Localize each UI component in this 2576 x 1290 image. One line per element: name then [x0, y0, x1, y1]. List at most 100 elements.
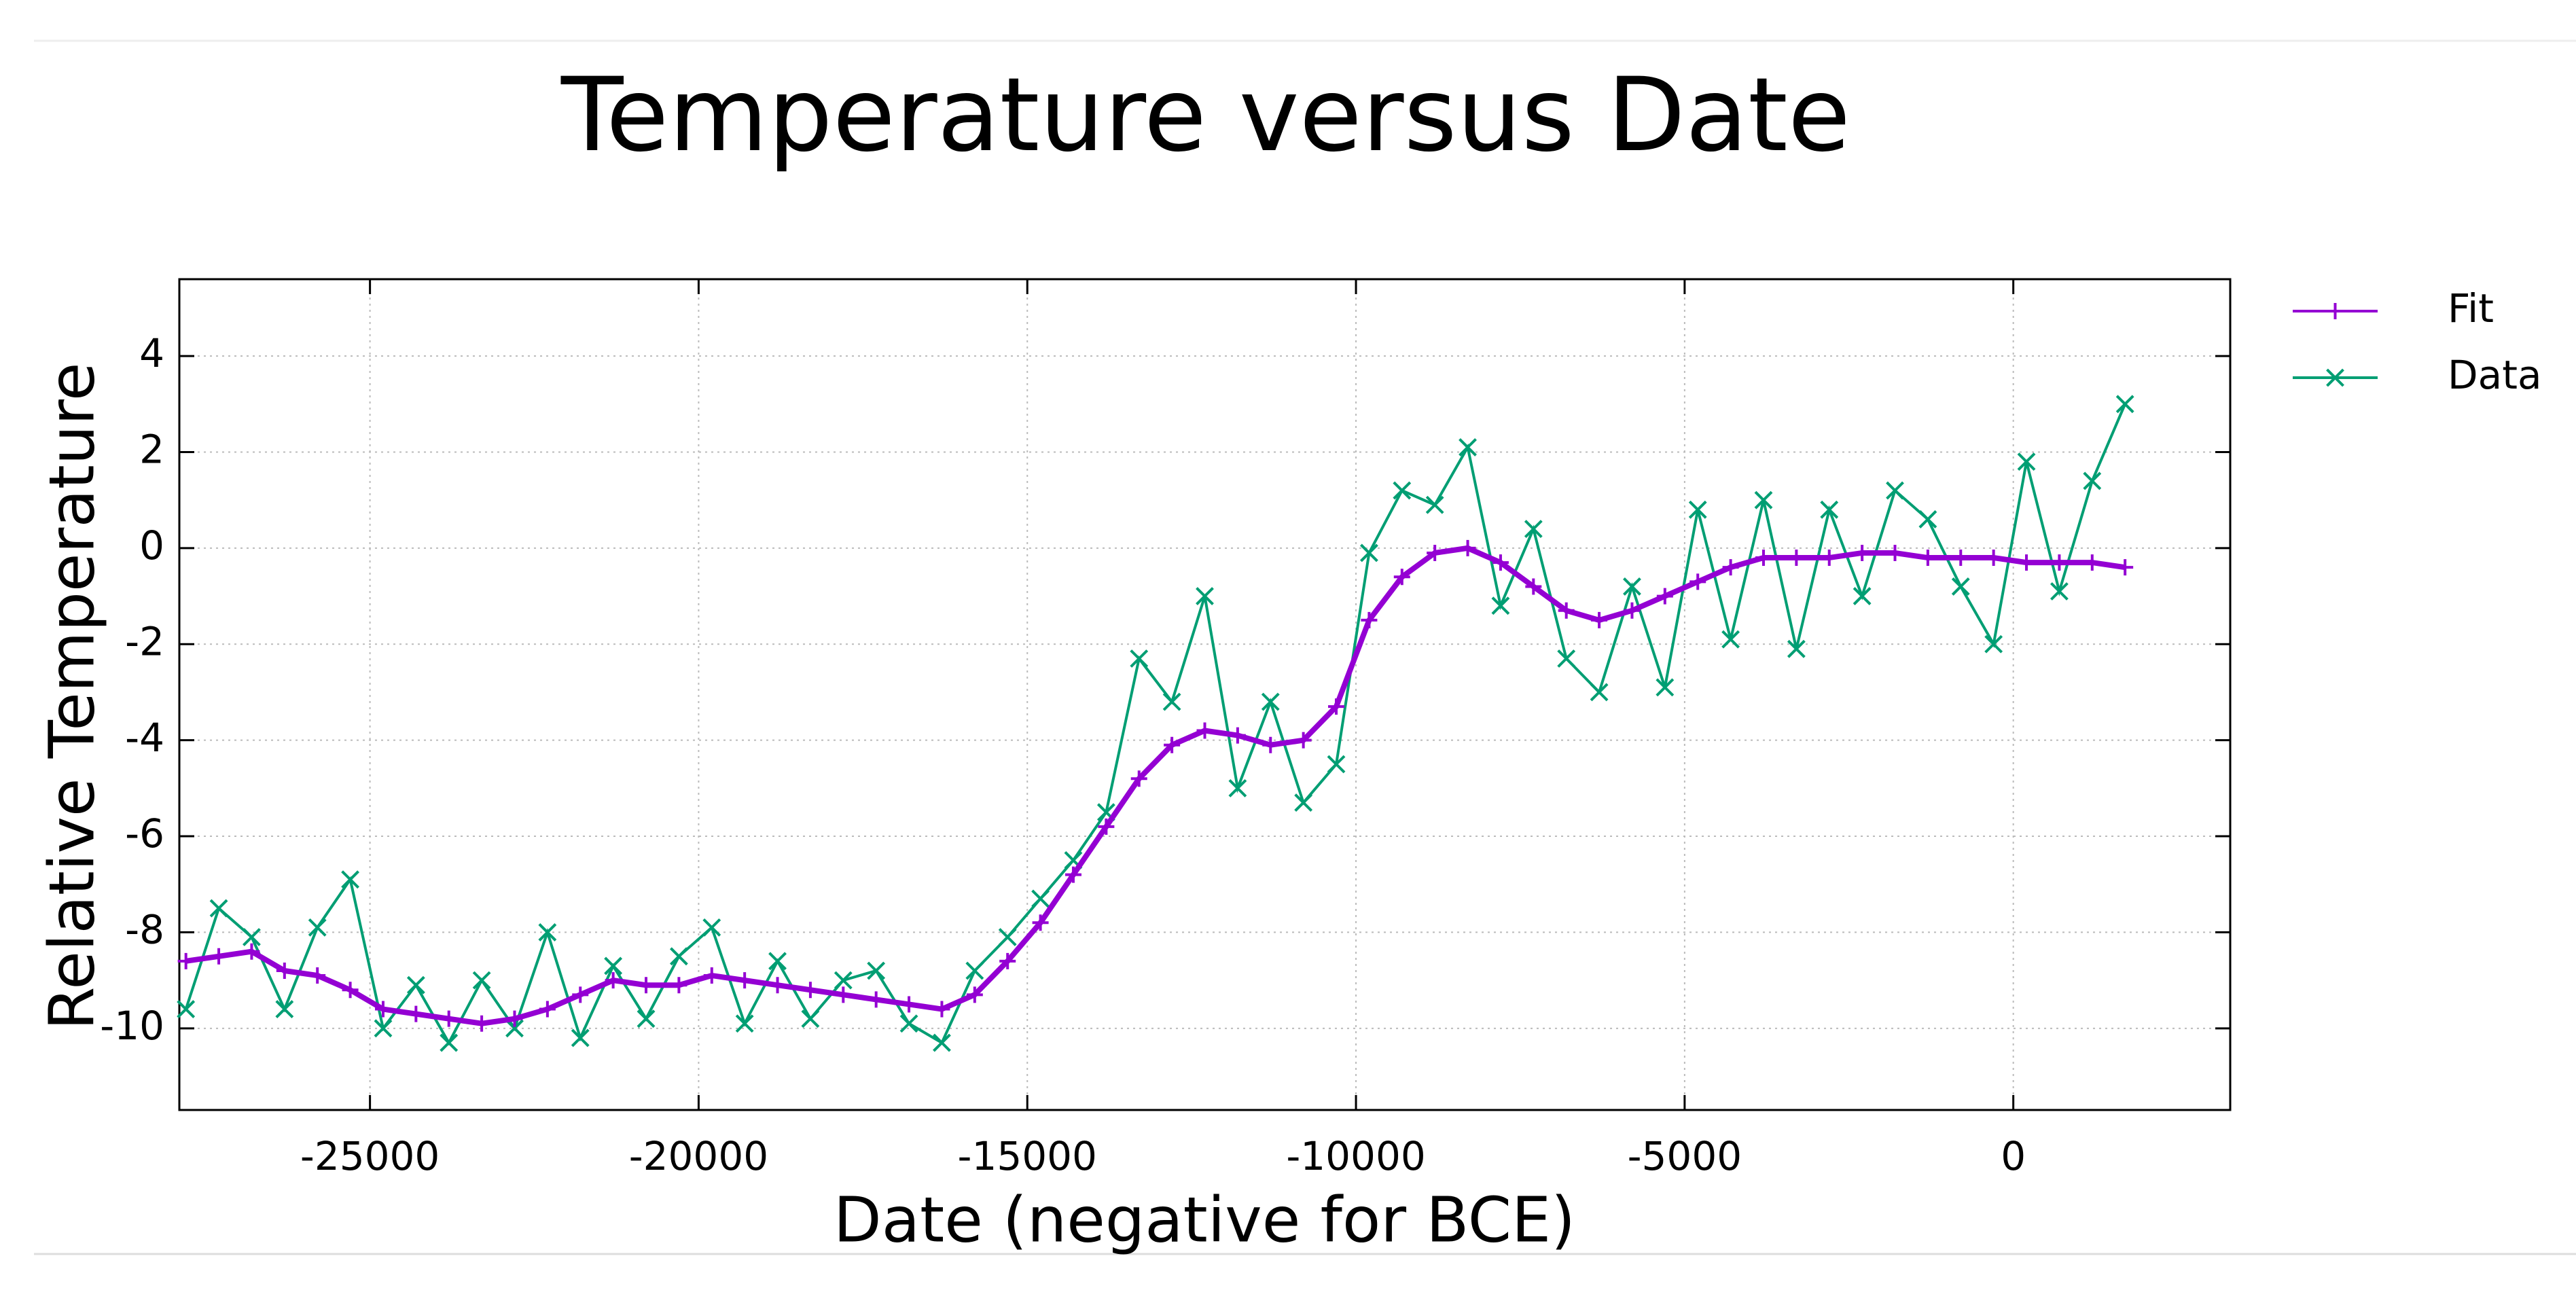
data-marker: [538, 923, 557, 942]
data-marker: [1558, 602, 1575, 619]
data-marker: [406, 975, 425, 995]
data-marker: [1525, 578, 1542, 595]
data-marker: [1623, 577, 1641, 596]
data-marker: [1459, 438, 1477, 456]
data-marker: [670, 977, 687, 994]
data-marker: [1918, 510, 1937, 528]
chart-title: Temperature versus Date: [560, 56, 1850, 175]
data-marker: [1984, 634, 2003, 653]
x-tick-label: 0: [2001, 1133, 2026, 1179]
data-marker: [1065, 866, 1081, 883]
y-tick-label: -4: [125, 715, 164, 761]
data-marker: [802, 982, 819, 999]
data-marker: [440, 1033, 459, 1052]
data-marker: [1327, 755, 1346, 774]
data-marker: [1196, 722, 1213, 739]
data-marker: [1590, 683, 1609, 702]
data-marker: [1427, 544, 1444, 561]
x-tick-label: -5000: [1628, 1133, 1742, 1179]
plot-frame: [178, 278, 2232, 1111]
data-marker: [1031, 889, 1050, 908]
data-marker: [637, 1009, 656, 1028]
data-marker: [1492, 554, 1509, 571]
data-marker: [571, 1028, 590, 1047]
data-marker: [1854, 544, 1871, 561]
y-tick-label: 0: [139, 522, 164, 569]
data-marker: [1228, 778, 1247, 798]
data-marker: [1886, 544, 1903, 561]
data-marker: [539, 1001, 556, 1018]
data-marker: [1656, 678, 1675, 697]
legend-marker: [2327, 303, 2344, 319]
data-marker: [309, 967, 326, 984]
data-marker: [1853, 587, 1872, 605]
data-marker: [2017, 452, 2036, 471]
data-marker: [1787, 639, 1806, 658]
data-marker: [473, 1015, 490, 1032]
data-marker: [801, 1009, 820, 1028]
data-marker: [702, 918, 721, 937]
data-marker: [1820, 500, 1839, 519]
data-marker: [1624, 602, 1641, 619]
data-marker: [736, 972, 753, 989]
data-marker: [965, 961, 984, 980]
data-marker: [243, 943, 260, 960]
data-marker: [1359, 543, 1378, 562]
data-marker: [1425, 495, 1444, 514]
data-marker: [703, 967, 720, 984]
data-marker: [374, 1001, 391, 1018]
data-marker: [1591, 611, 1608, 628]
data-marker: [768, 952, 787, 971]
data-marker: [735, 1014, 754, 1033]
data-marker: [1032, 914, 1049, 931]
data-marker: [1952, 550, 1969, 567]
data-marker: [1361, 611, 1378, 628]
legend-label: Fit: [2448, 285, 2494, 332]
data-marker: [177, 1000, 196, 1018]
data-marker: [1295, 732, 1312, 749]
x-tick-label: -25000: [300, 1133, 440, 1179]
data-marker: [638, 977, 655, 994]
y-tick-label: 4: [139, 330, 164, 376]
data-marker: [1164, 736, 1181, 753]
data-marker: [867, 991, 884, 1008]
data-marker: [308, 918, 327, 937]
data-marker: [1951, 577, 1970, 596]
data-marker: [506, 1010, 523, 1027]
data-marker: [1130, 770, 1147, 787]
data-marker: [1656, 588, 1673, 605]
data-marker: [1755, 550, 1772, 567]
series-line: [184, 404, 2127, 1046]
legend-label: Data: [2448, 352, 2542, 398]
data-marker: [1393, 481, 1412, 500]
data-marker: [933, 1001, 950, 1018]
data-marker: [1459, 539, 1476, 556]
data-marker: [1788, 550, 1805, 567]
data-marker: [834, 971, 853, 990]
data-marker: [999, 952, 1016, 969]
data-marker: [2050, 582, 2069, 601]
data-marker: [1162, 692, 1181, 711]
data-marker: [2051, 554, 2068, 571]
y-tick-label: -2: [125, 618, 164, 664]
data-marker: [1557, 649, 1576, 668]
y-tick-label: -10: [100, 1003, 164, 1049]
data-marker: [177, 952, 194, 969]
data-marker: [209, 899, 228, 918]
y-tick-label: 2: [139, 427, 164, 473]
data-marker: [408, 1005, 425, 1022]
data-marker: [1229, 727, 1246, 744]
data-marker: [1196, 587, 1214, 605]
data-marker: [572, 986, 589, 1003]
data-marker: [1919, 550, 1936, 567]
data-marker: [1688, 500, 1707, 519]
x-tick-label: -10000: [1286, 1133, 1425, 1179]
data-marker: [1294, 793, 1313, 812]
series-line: [185, 545, 2126, 1026]
data-marker: [374, 1019, 393, 1038]
data-marker: [669, 947, 688, 966]
data-marker: [933, 1033, 951, 1052]
data-marker: [966, 986, 983, 1003]
